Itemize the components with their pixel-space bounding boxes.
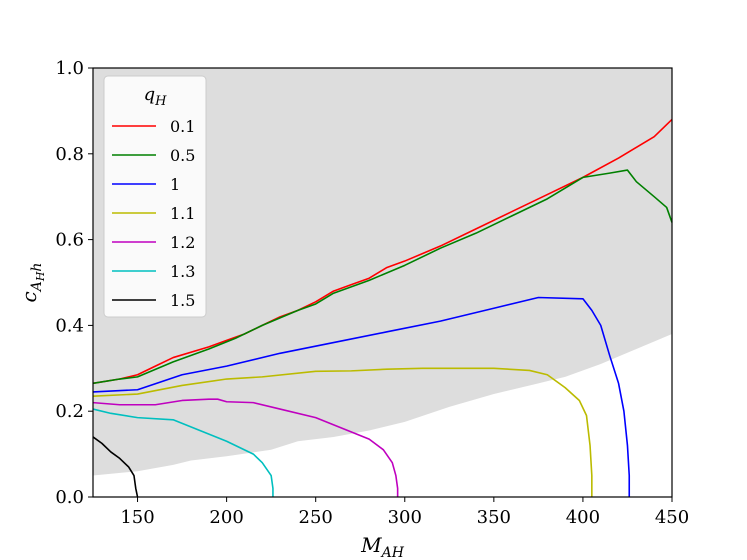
y-axis-ticks: 0.0 0.2 0.4 0.6 0.8 1.0 bbox=[55, 58, 93, 508]
legend-label-2: 1 bbox=[170, 175, 180, 194]
x-tick-label: 250 bbox=[299, 507, 333, 528]
series-line-2 bbox=[92, 296, 631, 497]
y-tick-label: 1.0 bbox=[55, 58, 84, 79]
legend-label-6: 1.5 bbox=[170, 291, 195, 310]
x-tick-label: 350 bbox=[477, 507, 511, 528]
x-tick-label: 200 bbox=[209, 507, 243, 528]
x-axis-label-main: M bbox=[360, 533, 382, 557]
y-tick-label: 0.0 bbox=[55, 487, 84, 508]
legend-label-1: 0.5 bbox=[170, 146, 195, 165]
legend-label-0: 0.1 bbox=[170, 117, 195, 136]
series-line-6 bbox=[92, 436, 139, 498]
legend: qH 0.1 0.5 1 1.1 1.2 1.3 1.5 bbox=[103, 75, 207, 318]
y-tick-label: 0.8 bbox=[55, 144, 84, 165]
series-line-5 bbox=[92, 408, 274, 497]
x-axis-ticks: 150 200 250 300 350 400 450 bbox=[120, 497, 689, 528]
y-tick-label: 0.2 bbox=[55, 401, 84, 422]
legend-title: qH bbox=[144, 84, 168, 109]
y-axis-label-subsub: H bbox=[34, 271, 47, 282]
y-axis-label-main: c bbox=[17, 291, 41, 302]
shaded-region-layer bbox=[93, 68, 672, 476]
excluded-region bbox=[93, 68, 672, 476]
y-axis-label: cAHh bbox=[17, 263, 47, 303]
legend-label-5: 1.3 bbox=[170, 262, 195, 281]
series-line-4 bbox=[92, 398, 399, 497]
series-line-3 bbox=[92, 367, 593, 497]
series-line-0 bbox=[92, 118, 673, 385]
y-axis-label-tail: h bbox=[29, 263, 45, 272]
y-axis-label-sub: A bbox=[29, 281, 45, 293]
series-line-1 bbox=[92, 169, 673, 385]
y-tick-label: 0.4 bbox=[55, 315, 84, 336]
legend-label-3: 1.1 bbox=[170, 204, 195, 223]
legend-box bbox=[103, 75, 207, 318]
legend-title-sub: H bbox=[154, 94, 167, 109]
legend-title-main: q bbox=[144, 84, 156, 105]
plot-frame bbox=[92, 67, 673, 498]
x-tick-label: 300 bbox=[388, 507, 422, 528]
x-tick-label: 400 bbox=[566, 507, 600, 528]
x-axis-label: MAH bbox=[360, 533, 405, 560]
legend-entries: 0.1 0.5 1 1.1 1.2 1.3 1.5 bbox=[112, 117, 195, 310]
series-layer bbox=[92, 118, 673, 498]
x-tick-label: 150 bbox=[120, 507, 154, 528]
legend-label-4: 1.2 bbox=[170, 233, 195, 252]
x-axis-label-sub: AH bbox=[380, 545, 405, 560]
x-tick-label: 450 bbox=[655, 507, 689, 528]
y-tick-label: 0.6 bbox=[55, 230, 84, 251]
